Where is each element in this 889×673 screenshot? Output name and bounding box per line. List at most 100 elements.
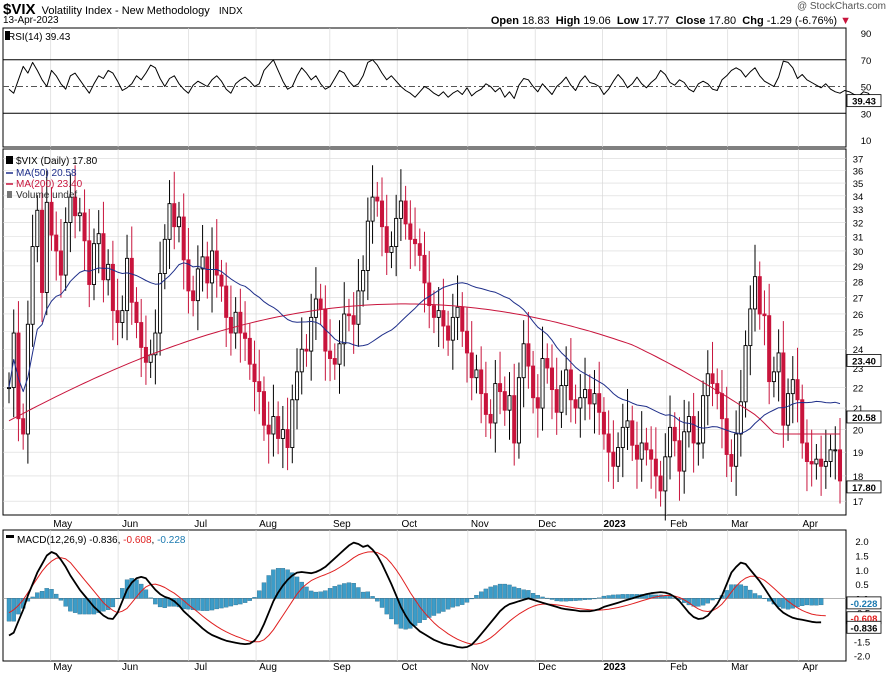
candle-body [526, 343, 531, 367]
macd-histogram-bar [436, 598, 441, 614]
candle-body [715, 383, 720, 395]
chart-date: 13-Apr-2023 [3, 15, 59, 26]
macd-histogram-bar [700, 598, 706, 606]
candle-body [125, 257, 130, 312]
macd-histogram-bar [228, 598, 234, 607]
macd-histogram-bar [568, 598, 574, 602]
candle-body [299, 348, 304, 373]
macd-histogram-bar [818, 598, 824, 606]
candle-body [819, 458, 824, 467]
month-label-bottom: Mar [731, 662, 749, 673]
macd-histogram-bar [342, 583, 347, 599]
candle-body [625, 420, 630, 428]
month-label-bottom: Aug [259, 662, 277, 673]
high-label: High [555, 15, 581, 27]
change-value: -1.29 (-6.76%) [766, 15, 838, 27]
macd-histogram-bar [535, 595, 540, 599]
candle-body [469, 352, 474, 379]
macd-histogram-bar [318, 591, 323, 599]
macd-histogram-bar [478, 591, 484, 599]
price-tick-label: 21 [853, 404, 864, 415]
ma200-last-value-box [846, 353, 882, 367]
candle-body [276, 416, 281, 439]
macd-tick-label: 2.0 [855, 537, 868, 548]
macd-histogram-bar [290, 572, 295, 599]
candle-body [228, 316, 233, 334]
month-label-mid: Dec [538, 519, 556, 530]
macd-histogram-bar [464, 598, 470, 603]
candle-body [261, 391, 266, 426]
month-label-bottom: Apr [803, 662, 819, 673]
rsi-tick-label: 90 [861, 29, 872, 40]
macd-last-value-box [846, 620, 882, 634]
macd-histogram-bar [351, 583, 356, 599]
macd-signal-last-value: -0.608 [851, 614, 878, 625]
macd-histogram-bar [346, 582, 352, 599]
macd-legend-icon [6, 535, 14, 538]
candle-body [578, 397, 583, 409]
candle-body [35, 209, 40, 248]
price-tick-label: 17 [853, 497, 864, 508]
macd-histogram-bar [445, 598, 451, 610]
candle-body [361, 270, 366, 292]
candle-body [417, 243, 422, 256]
candle-body [446, 325, 451, 341]
macd-histogram-bar [275, 568, 281, 599]
macd-histogram-bar [563, 598, 569, 602]
candle-body [375, 196, 380, 202]
macd-histogram-bar [214, 598, 219, 610]
candle-body [6, 387, 12, 390]
macd-histogram-bar [266, 575, 271, 599]
candle-body [96, 233, 101, 245]
macd-histogram-bar [190, 598, 196, 610]
candle-body [191, 290, 196, 302]
macd-panel-frame [2, 529, 847, 662]
candle-body [804, 442, 809, 462]
macd-title: MACD(12,26,9) -0.836, -0.608, -0.228 [17, 535, 186, 546]
macd-tick-label: -2.0 [854, 652, 870, 663]
candle-body [710, 373, 715, 385]
candle-body [559, 385, 564, 413]
macd-histogram-bar [309, 590, 314, 599]
volume-legend-label: Volume undef [16, 190, 77, 201]
macd-histogram-bar [209, 598, 215, 611]
macd-histogram-bar [441, 598, 446, 612]
macd-histogram-bar [87, 598, 92, 615]
price-tick-label: 29 [853, 262, 864, 273]
price-legend-candle-icon [6, 156, 13, 164]
candle-body [49, 201, 54, 236]
macd-histogram-bar [431, 598, 437, 616]
macd-histogram-bar [238, 598, 243, 605]
macd-histogram-bar [143, 589, 149, 599]
candle-body [337, 343, 342, 365]
macd-histogram-bar [809, 598, 814, 606]
macd-histogram-bar [483, 588, 489, 599]
macd-histogram-bar [252, 597, 257, 599]
macd-histogram-bar [507, 584, 512, 599]
macd-histogram-bar [748, 589, 753, 599]
candle-body [639, 442, 644, 460]
down-arrow-icon: ▼ [840, 15, 851, 27]
macd-histogram-bar [242, 598, 248, 603]
candle-body [790, 379, 795, 395]
macd-histogram-bar [247, 598, 252, 601]
candle-body [351, 315, 356, 325]
candle-body [743, 345, 748, 403]
candle-body [634, 444, 639, 460]
candle-body [431, 305, 436, 318]
price-tick-label: 22 [853, 384, 864, 395]
macd-histogram-bar [743, 585, 748, 599]
price-tick-label: 36 [853, 167, 864, 178]
ma50-last-value-box [846, 410, 882, 424]
close-value: 17.80 [708, 15, 737, 27]
candle-body [837, 449, 843, 482]
month-label-mid: Apr [803, 519, 819, 530]
macd-histogram-bar [129, 578, 134, 599]
candle-body [110, 263, 115, 312]
candle-body [294, 371, 300, 401]
macd-tick-label: 1.5 [855, 551, 868, 562]
macd-histogram-bar [157, 598, 163, 608]
macd-tick-label: -1.5 [854, 637, 870, 648]
candle-body [701, 395, 706, 444]
ma50-legend-label: MA(50) 20.58 [16, 168, 77, 179]
